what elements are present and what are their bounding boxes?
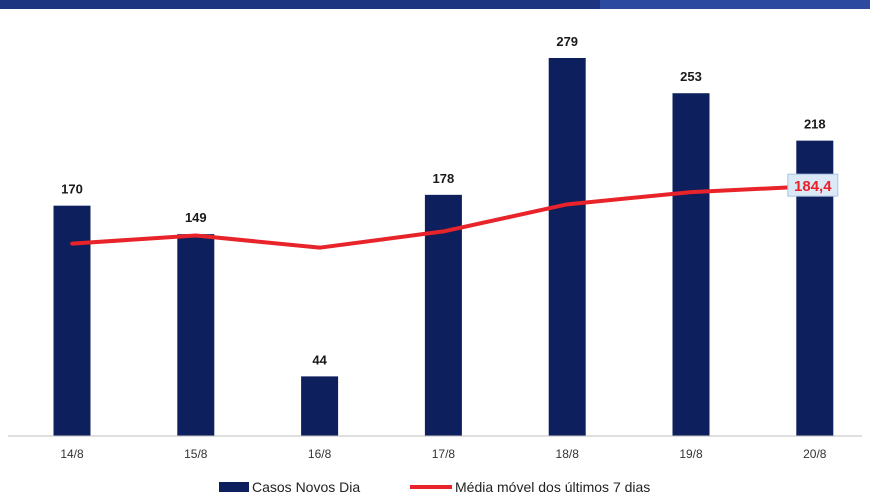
x-tick-labels: 14/8 15/8 16/8 17/8 18/8 19/8 20/8 [60,447,826,461]
bar-value-label: 279 [556,34,578,49]
bar-value-label: 253 [680,69,702,84]
bar-19/8 [672,93,710,437]
legend: Casos Novos Dia Média móvel dos últimos … [219,479,650,495]
x-tick-label: 19/8 [679,447,703,461]
bar-value-label: 178 [433,171,455,186]
bar-value-label: 44 [312,352,327,367]
moving-average-layer: 184,4 [70,173,839,250]
legend-line-label: Média móvel dos últimos 7 dias [455,479,650,495]
moving-average-point [70,241,74,246]
bar-18/8 [548,58,586,436]
bar-15/8 [177,234,215,436]
bars-layer: 170 149 44 178 279 253 218 [53,34,834,437]
bar-value-label: 170 [61,182,83,197]
x-tick-label: 14/8 [60,447,84,461]
moving-average-point [317,245,322,250]
x-tick-label: 17/8 [432,447,456,461]
legend-bar-label: Casos Novos Dia [252,479,360,495]
moving-average-point [441,229,446,234]
moving-average-last-label: 184,4 [794,178,832,195]
moving-average-point [194,233,198,238]
legend-bar-swatch [219,482,249,492]
header-band-title-area [0,0,600,9]
header-band [0,0,870,9]
x-tick-label: 16/8 [308,447,332,461]
x-tick-label: 20/8 [803,447,827,461]
bar-value-label: 218 [804,117,826,132]
bar-16/8 [301,376,339,436]
moving-average-point [689,190,693,194]
moving-average-point [565,202,569,207]
bar-value-label: 149 [185,210,207,225]
x-tick-label: 18/8 [556,447,580,461]
moving-average-last-label-box [787,173,839,197]
x-tick-label: 15/8 [184,447,208,461]
bar-14/8 [53,205,91,436]
